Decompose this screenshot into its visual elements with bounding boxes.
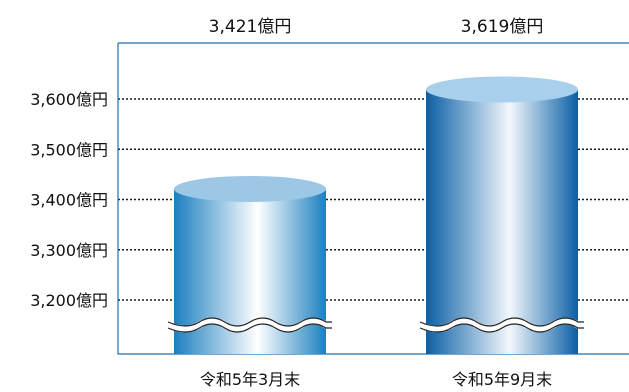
y-tick-label: 3,500億円 [30, 140, 108, 159]
bar-top [426, 76, 578, 103]
axis-break-band [418, 317, 584, 333]
y-axis-tick-labels: 3,200億円 3,300億円 3,400億円 3,500億円 3,600億円 [30, 90, 108, 310]
value-label: 3,421億円 [209, 17, 292, 37]
value-labels: 3,421億円 3,619億円 [209, 17, 544, 37]
y-tick-label: 3,200億円 [30, 291, 108, 310]
bar [418, 76, 584, 354]
category-label: 令和5年3月末 [200, 370, 300, 389]
y-tick-label: 3,300億円 [30, 241, 108, 260]
bar-body [426, 89, 578, 354]
axis-break-line [419, 317, 584, 327]
axis-break-line [167, 323, 332, 333]
value-label: 3,619億円 [461, 17, 544, 37]
axis-break-band [166, 317, 332, 333]
y-tick-label: 3,400億円 [30, 191, 108, 210]
bars [166, 76, 584, 354]
axis-break-line [419, 323, 584, 333]
axis-break-line [167, 317, 332, 327]
bar-top [174, 175, 326, 202]
bar [166, 175, 332, 354]
category-label: 令和5年9月末 [452, 370, 552, 389]
y-tick-label: 3,600億円 [30, 90, 108, 109]
x-axis-category-labels: 令和5年3月末 令和5年9月末 [200, 370, 552, 389]
